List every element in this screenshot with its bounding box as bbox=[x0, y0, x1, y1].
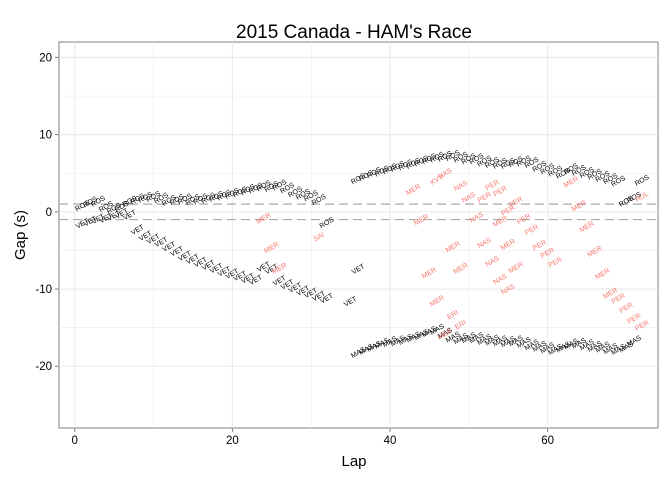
y-tick-label: 10 bbox=[39, 130, 52, 142]
plot-panel bbox=[58, 41, 659, 429]
y-axis-title: Gap (s) bbox=[12, 210, 29, 260]
x-tick-label: 0 bbox=[72, 435, 78, 447]
y-tick-label: -10 bbox=[35, 284, 52, 296]
y-tick-label: 0 bbox=[46, 207, 52, 219]
point-label-sai: SAI bbox=[312, 231, 325, 243]
x-tick-label: 20 bbox=[226, 435, 239, 447]
point-label-eri: ERI bbox=[454, 319, 468, 331]
y-tick-label: 20 bbox=[39, 52, 52, 64]
x-axis-title: Lap bbox=[341, 453, 366, 470]
x-tick-label: 60 bbox=[541, 435, 554, 447]
grid-lines bbox=[59, 42, 658, 428]
point-label-eri: ERI bbox=[446, 309, 460, 321]
x-axis: 0 20 40 60 bbox=[72, 428, 554, 447]
reference-lines bbox=[59, 203, 658, 221]
chart-title: 2015 Canada - HAM's Race bbox=[236, 22, 472, 43]
y-tick-label: -20 bbox=[35, 361, 52, 373]
x-tick-label: 40 bbox=[384, 435, 397, 447]
y-axis: -20 -10 0 10 20 bbox=[35, 52, 59, 373]
